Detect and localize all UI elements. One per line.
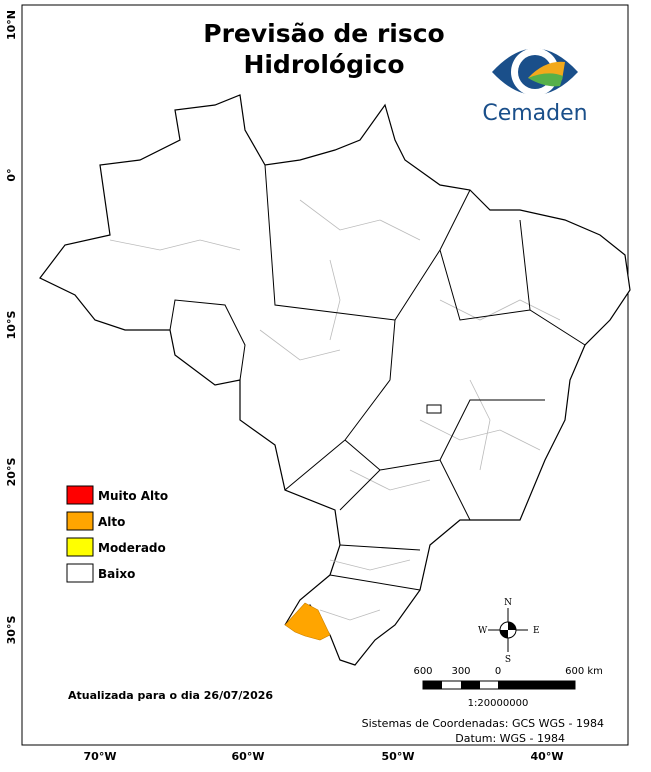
lon-label: 50°W (382, 750, 415, 763)
legend-label: Moderado (98, 541, 166, 555)
latitude-labels: 10°N 0° 10°S 20°S 30°S (5, 10, 18, 644)
legend-label: Alto (98, 515, 125, 529)
scale-bar: 600 300 0 600 km 1:20000000 (413, 666, 602, 709)
lat-label: 0° (5, 168, 18, 181)
compass: N S E W (478, 598, 540, 665)
legend-swatch (66, 537, 94, 557)
legend-label: Muito Alto (98, 489, 168, 503)
lon-label: 70°W (84, 750, 117, 763)
logo-text: Cemaden (482, 101, 587, 126)
legend-label: Baixo (98, 567, 135, 581)
scale-label: 600 (413, 666, 432, 677)
legend-swatch (66, 563, 94, 583)
scale-label: 0 (495, 666, 501, 677)
compass-label: N (504, 598, 512, 608)
lon-label: 40°W (531, 750, 564, 763)
lat-label: 10°N (5, 10, 18, 40)
lon-label: 60°W (232, 750, 265, 763)
lat-label: 10°S (5, 311, 18, 340)
risk-region (284, 602, 331, 641)
compass-label: E (533, 626, 540, 636)
legend-swatch (66, 485, 94, 505)
state-lines (169, 164, 586, 591)
logo: Cemaden (482, 48, 588, 126)
scale-label: 600 km (565, 666, 603, 677)
lat-label: 20°S (5, 458, 18, 487)
update-date: Atualizada para o dia 26/07/2026 (68, 689, 273, 702)
scale-label: 300 (451, 666, 470, 677)
compass-label: S (505, 655, 511, 665)
municipal-lines (109, 199, 561, 621)
title-line: Previsão de risco (203, 19, 444, 48)
footer-text: Sistemas de Coordenadas: GCS WGS - 1984 (362, 717, 604, 730)
legend: Muito Alto Alto Moderado Baixo (66, 485, 168, 583)
map-frame (21, 4, 629, 746)
lat-label: 30°S (5, 616, 18, 645)
longitude-labels: 70°W 60°W 50°W 40°W (84, 750, 564, 763)
compass-label: W (478, 626, 488, 636)
legend-swatch (66, 511, 94, 531)
country-outline (39, 94, 631, 666)
footer-text: Datum: WGS - 1984 (455, 732, 565, 745)
map (39, 94, 631, 666)
title-line: Hidrológico (243, 50, 404, 79)
scale-ratio: 1:20000000 (468, 698, 529, 709)
